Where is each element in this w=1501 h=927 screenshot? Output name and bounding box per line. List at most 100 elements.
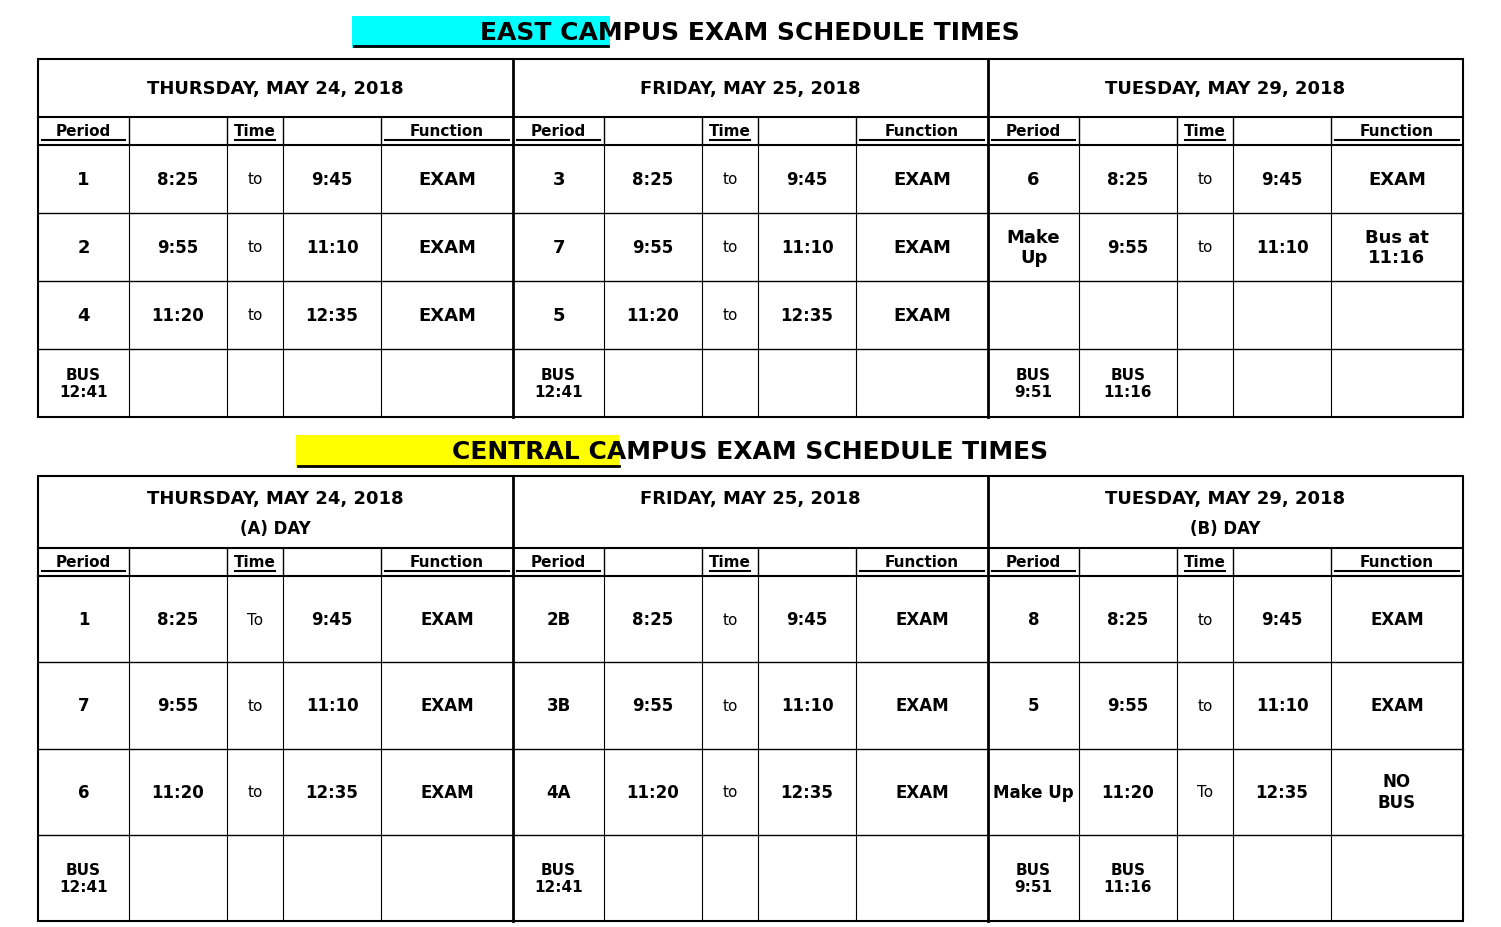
Text: 8:25: 8:25 xyxy=(632,171,674,189)
Text: to: to xyxy=(1198,172,1213,187)
Text: Time: Time xyxy=(234,555,276,570)
Text: 11:10: 11:10 xyxy=(1256,239,1309,257)
Text: BUS
9:51: BUS 9:51 xyxy=(1015,862,1052,895)
Text: 3: 3 xyxy=(552,171,564,189)
Text: BUS
11:16: BUS 11:16 xyxy=(1103,862,1153,895)
Text: Period: Period xyxy=(56,555,111,570)
Text: Function: Function xyxy=(886,124,959,139)
Text: NO
BUS: NO BUS xyxy=(1378,772,1415,811)
Text: Time: Time xyxy=(708,124,750,139)
Text: 6: 6 xyxy=(78,782,90,801)
Text: EXAM: EXAM xyxy=(893,307,950,324)
Text: 7: 7 xyxy=(552,239,564,257)
Text: 11:20: 11:20 xyxy=(626,307,680,324)
Text: EXAM: EXAM xyxy=(895,782,949,801)
Text: BUS
12:41: BUS 12:41 xyxy=(534,367,582,400)
Text: to: to xyxy=(722,308,737,324)
Text: 11:20: 11:20 xyxy=(626,782,680,801)
Text: BUS
11:16: BUS 11:16 xyxy=(1103,367,1153,400)
Text: to: to xyxy=(1198,698,1213,713)
Text: 8:25: 8:25 xyxy=(1108,611,1148,629)
Text: BUS
12:41: BUS 12:41 xyxy=(60,367,108,400)
Text: 1: 1 xyxy=(78,171,90,189)
Bar xyxy=(38,60,1463,417)
Text: BUS
12:41: BUS 12:41 xyxy=(60,862,108,895)
Text: EXAM: EXAM xyxy=(895,611,949,629)
Text: 6: 6 xyxy=(1027,171,1040,189)
Text: Period: Period xyxy=(531,124,587,139)
Text: to: to xyxy=(722,612,737,627)
Text: (B) DAY: (B) DAY xyxy=(1190,519,1261,538)
Text: BUS
12:41: BUS 12:41 xyxy=(534,862,582,895)
Text: 9:55: 9:55 xyxy=(1108,696,1148,715)
Text: TUESDAY, MAY 29, 2018: TUESDAY, MAY 29, 2018 xyxy=(1105,489,1345,507)
Text: 9:45: 9:45 xyxy=(1261,171,1303,189)
Text: EXAM: EXAM xyxy=(895,696,949,715)
Text: FRIDAY, MAY 25, 2018: FRIDAY, MAY 25, 2018 xyxy=(641,489,860,507)
Text: Time: Time xyxy=(1184,555,1226,570)
Text: 8:25: 8:25 xyxy=(158,611,198,629)
Text: to: to xyxy=(248,240,263,255)
Bar xyxy=(296,436,618,467)
Text: THURSDAY, MAY 24, 2018: THURSDAY, MAY 24, 2018 xyxy=(147,489,404,507)
Text: Function: Function xyxy=(410,555,483,570)
Bar xyxy=(38,476,1463,921)
Text: 9:45: 9:45 xyxy=(311,611,353,629)
Text: 8:25: 8:25 xyxy=(1108,171,1148,189)
Text: 11:10: 11:10 xyxy=(1256,696,1309,715)
Text: CENTRAL CAMPUS EXAM SCHEDULE TIMES: CENTRAL CAMPUS EXAM SCHEDULE TIMES xyxy=(452,439,1048,464)
Text: 8:25: 8:25 xyxy=(158,171,198,189)
Text: 9:45: 9:45 xyxy=(787,171,829,189)
Text: 5: 5 xyxy=(552,307,564,324)
Text: 9:55: 9:55 xyxy=(1108,239,1148,257)
Text: Function: Function xyxy=(1360,124,1433,139)
Text: EXAM: EXAM xyxy=(417,307,476,324)
Text: Time: Time xyxy=(708,555,750,570)
Text: 12:35: 12:35 xyxy=(306,307,359,324)
Text: 11:10: 11:10 xyxy=(306,696,359,715)
Text: to: to xyxy=(722,698,737,713)
Text: Function: Function xyxy=(410,124,483,139)
Text: to: to xyxy=(722,240,737,255)
Text: TUESDAY, MAY 29, 2018: TUESDAY, MAY 29, 2018 xyxy=(1105,80,1345,98)
Text: EXAM: EXAM xyxy=(1370,696,1424,715)
Text: 11:10: 11:10 xyxy=(781,239,833,257)
Text: 9:55: 9:55 xyxy=(158,239,198,257)
Text: to: to xyxy=(248,784,263,799)
Text: Period: Period xyxy=(531,555,587,570)
Text: to: to xyxy=(248,308,263,324)
Text: 9:45: 9:45 xyxy=(1261,611,1303,629)
Text: to: to xyxy=(248,698,263,713)
Text: Period: Period xyxy=(1006,555,1061,570)
Text: Time: Time xyxy=(1184,124,1226,139)
Text: Bus at
11:16: Bus at 11:16 xyxy=(1364,228,1429,267)
Text: 11:10: 11:10 xyxy=(306,239,359,257)
Text: 11:20: 11:20 xyxy=(152,782,204,801)
Text: EXAM: EXAM xyxy=(417,171,476,189)
Text: 12:35: 12:35 xyxy=(306,782,359,801)
Text: EXAM: EXAM xyxy=(893,171,950,189)
Text: 8:25: 8:25 xyxy=(632,611,674,629)
Text: To: To xyxy=(1196,784,1213,799)
Text: Time: Time xyxy=(234,124,276,139)
Bar xyxy=(353,17,609,49)
Text: 2: 2 xyxy=(78,239,90,257)
Text: EXAM: EXAM xyxy=(893,239,950,257)
Text: to: to xyxy=(1198,240,1213,255)
Text: BUS
9:51: BUS 9:51 xyxy=(1015,367,1052,400)
Text: 12:35: 12:35 xyxy=(1256,782,1309,801)
Text: EXAM: EXAM xyxy=(417,239,476,257)
Text: 12:35: 12:35 xyxy=(781,307,833,324)
Text: EXAM: EXAM xyxy=(420,782,474,801)
Text: EXAM: EXAM xyxy=(1370,611,1424,629)
Text: EAST CAMPUS EXAM SCHEDULE TIMES: EAST CAMPUS EXAM SCHEDULE TIMES xyxy=(480,21,1019,44)
Text: Make Up: Make Up xyxy=(994,782,1073,801)
Text: 11:20: 11:20 xyxy=(1102,782,1154,801)
Text: Function: Function xyxy=(886,555,959,570)
Text: 9:55: 9:55 xyxy=(158,696,198,715)
Text: EXAM: EXAM xyxy=(420,611,474,629)
Text: 4A: 4A xyxy=(546,782,570,801)
Text: 4: 4 xyxy=(78,307,90,324)
Text: EXAM: EXAM xyxy=(420,696,474,715)
Text: 1: 1 xyxy=(78,611,90,629)
